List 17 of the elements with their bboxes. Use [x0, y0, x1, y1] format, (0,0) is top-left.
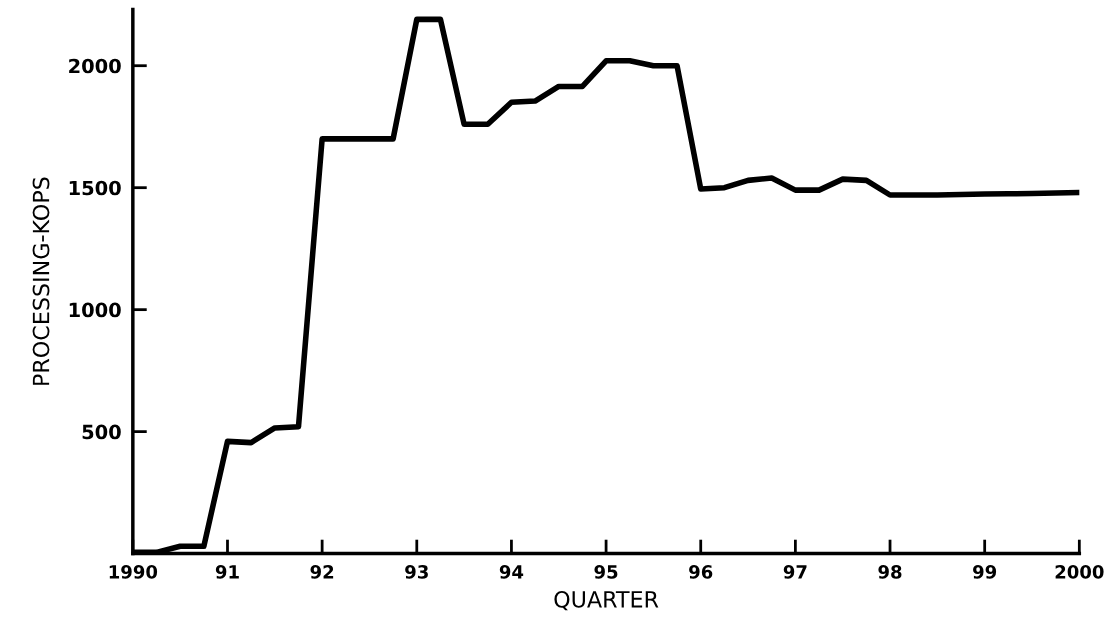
y-tick-label: 2000 [69, 58, 121, 74]
x-tick-label: 95 [594, 565, 618, 579]
x-tick-label: 96 [689, 565, 713, 579]
x-tick-label: 97 [783, 565, 807, 579]
x-axis-title: QUARTER [554, 590, 659, 611]
y-tick-label: 500 [82, 424, 121, 440]
x-tick-label: 98 [878, 565, 902, 579]
x-tick-label: 99 [973, 565, 997, 579]
x-tick-label: 93 [405, 565, 428, 579]
x-tick-label: 92 [310, 565, 334, 579]
y-tick-label: 1500 [69, 180, 121, 196]
x-tick-label: 2000 [1055, 565, 1104, 579]
x-tick-label: 94 [499, 565, 524, 579]
x-tick-label: 91 [215, 565, 239, 579]
x-tick-label: 1990 [109, 565, 158, 579]
y-tick-label: 1000 [69, 302, 121, 318]
y-axis-title: PROCESSING-KOPS [32, 177, 50, 385]
